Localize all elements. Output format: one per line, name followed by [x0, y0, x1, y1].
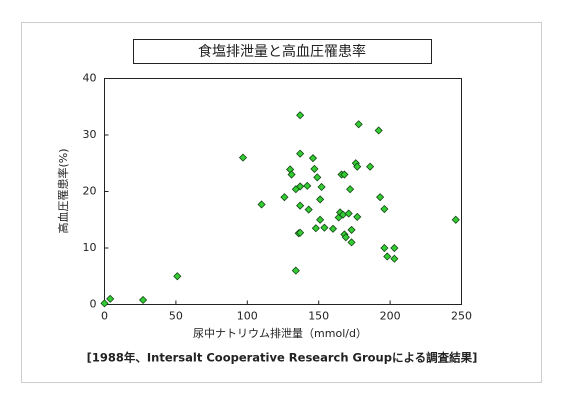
chart-title: 食塩排泄量と高血圧罹患率	[198, 43, 366, 60]
y-tick-label: 10	[83, 241, 97, 254]
y-tick-label: 20	[83, 185, 97, 198]
point	[138, 295, 148, 305]
source-note: [1988年、Intersalt Cooperative Research Gr…	[87, 351, 478, 365]
point	[296, 228, 305, 237]
point	[366, 162, 375, 171]
point	[390, 254, 399, 263]
point	[310, 164, 319, 173]
point	[344, 209, 353, 218]
point	[380, 204, 389, 214]
point	[296, 149, 305, 158]
point	[354, 120, 363, 129]
point	[100, 299, 109, 308]
x-tick-label: 150	[308, 310, 329, 323]
point	[380, 243, 389, 253]
point	[238, 153, 248, 162]
point	[296, 201, 305, 210]
point	[303, 181, 312, 190]
point	[173, 272, 182, 281]
point	[317, 182, 326, 192]
point	[353, 212, 362, 221]
y-axis-label: 高血圧罹患率(%)	[56, 148, 70, 233]
point	[313, 173, 322, 182]
point	[257, 200, 266, 209]
point	[341, 233, 350, 242]
y-tick-label: 40	[83, 72, 97, 85]
point	[383, 252, 392, 261]
point	[320, 223, 329, 232]
x-tick-label: 250	[451, 310, 472, 323]
point	[316, 215, 325, 224]
title-box	[133, 39, 432, 64]
x-axis-label: 尿中ナトリウム排泄量（mmol/d）	[193, 326, 367, 340]
chart-border	[21, 22, 542, 383]
y-tick-label: 30	[83, 128, 97, 141]
point	[374, 126, 383, 135]
x-tick-label: 0	[101, 310, 108, 323]
point	[347, 238, 356, 247]
y-tick-label: 0	[90, 298, 97, 311]
point	[316, 195, 325, 204]
point	[304, 205, 313, 214]
point	[311, 224, 320, 233]
point	[340, 170, 349, 179]
point	[328, 224, 338, 233]
point	[280, 193, 289, 202]
x-tick-label: 100	[237, 310, 258, 323]
point	[296, 182, 305, 191]
point	[106, 294, 115, 303]
x-tick-label: 50	[169, 310, 183, 323]
point	[390, 243, 399, 253]
point	[346, 185, 355, 194]
point	[353, 162, 362, 171]
point	[451, 215, 460, 224]
point	[291, 266, 300, 275]
point	[308, 154, 318, 163]
x-tick-label: 200	[380, 310, 401, 323]
point	[296, 111, 305, 120]
point	[287, 170, 296, 179]
point	[347, 225, 356, 234]
point	[376, 193, 385, 202]
